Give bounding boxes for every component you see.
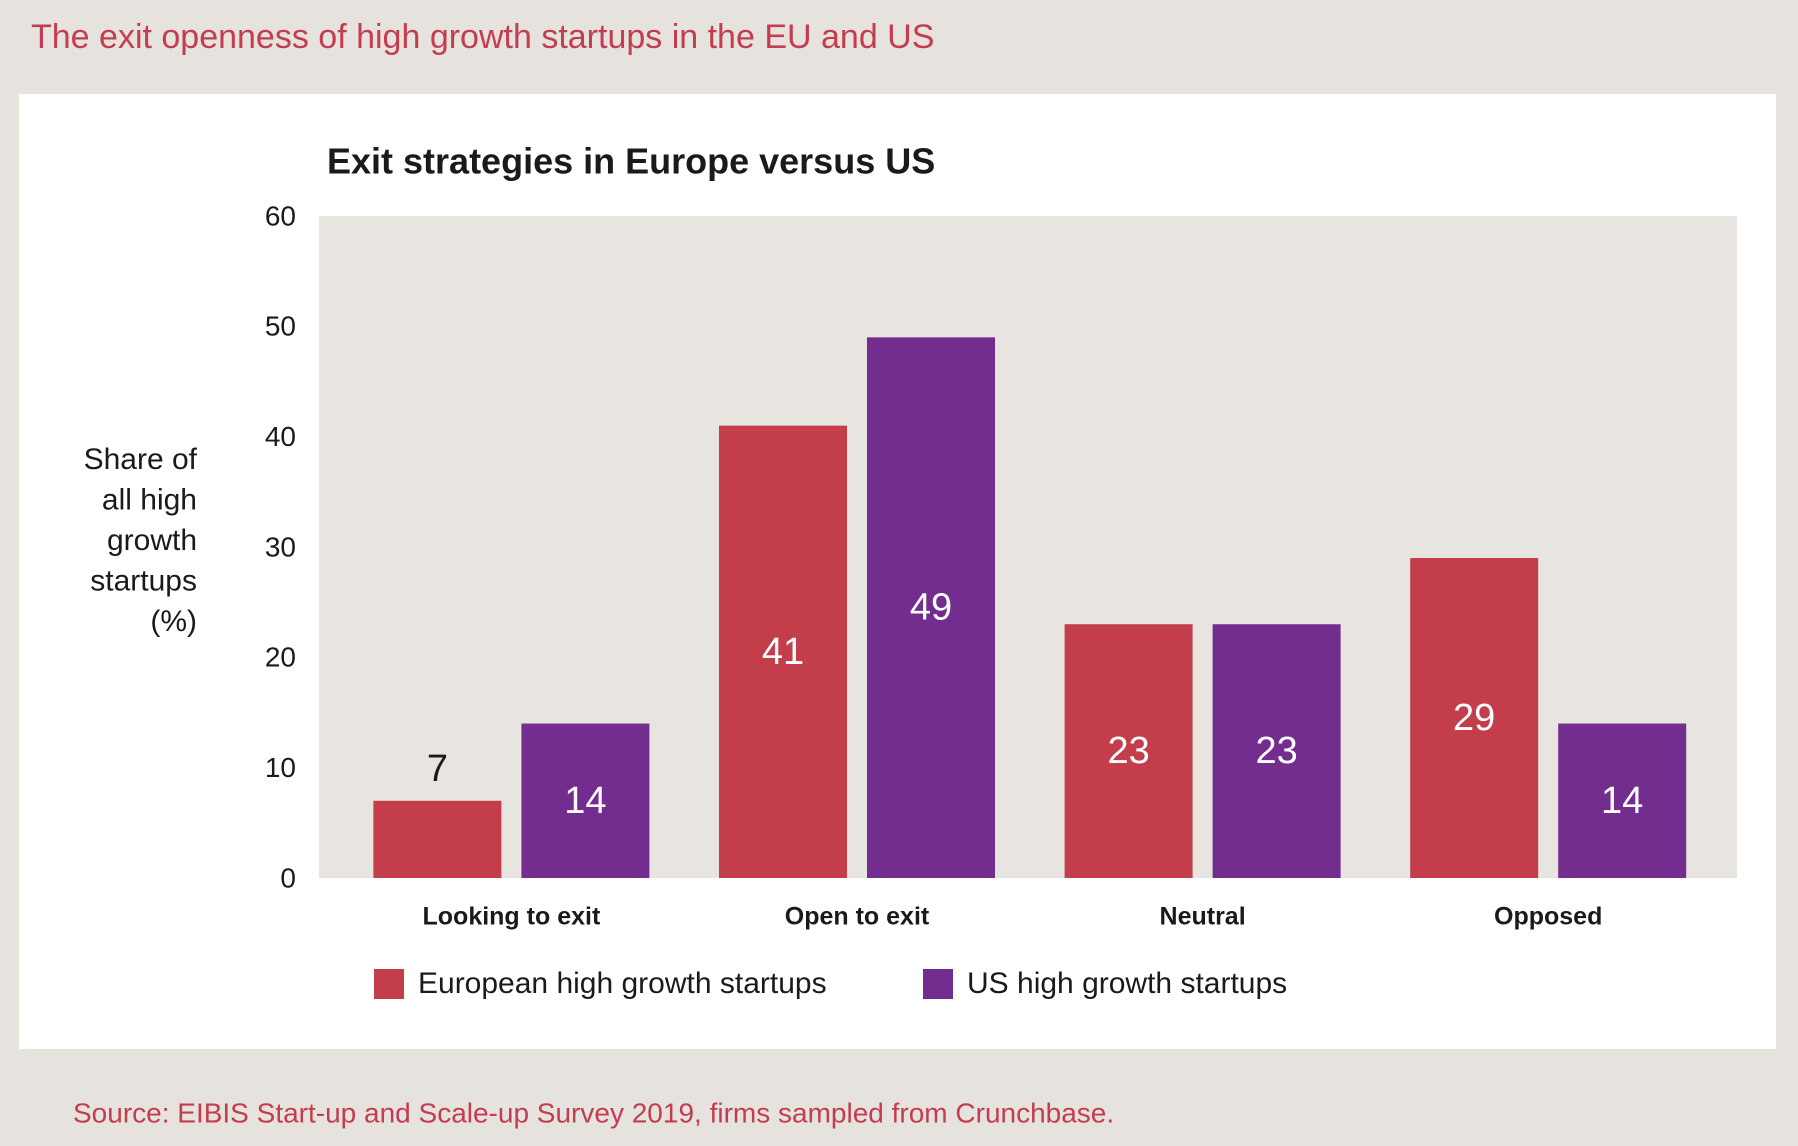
bar bbox=[373, 800, 502, 878]
value-label: 41 bbox=[762, 631, 804, 673]
y-tick-label: 60 bbox=[265, 200, 296, 231]
x-tick-label: Looking to exit bbox=[423, 903, 601, 931]
legend-label: European high growth startups bbox=[418, 967, 827, 1000]
y-tick-label: 50 bbox=[265, 311, 296, 342]
y-tick-label: 10 bbox=[265, 752, 296, 783]
y-tick-label: 20 bbox=[265, 642, 296, 673]
y-tick-label: 30 bbox=[265, 531, 296, 562]
chart-title: Exit strategies in Europe versus US bbox=[327, 141, 935, 182]
value-label: 29 bbox=[1453, 697, 1495, 739]
bar bbox=[1064, 624, 1193, 878]
bar bbox=[1212, 624, 1341, 878]
x-tick-label: Neutral bbox=[1160, 903, 1246, 931]
value-label: 14 bbox=[1601, 780, 1643, 822]
page-title: The exit openness of high growth startup… bbox=[31, 18, 934, 56]
bar bbox=[867, 337, 995, 878]
x-tick-label: Open to exit bbox=[785, 903, 930, 931]
x-tick-label: Opposed bbox=[1494, 903, 1602, 931]
bar bbox=[521, 723, 650, 878]
value-label: 23 bbox=[1107, 730, 1149, 772]
bar bbox=[719, 425, 847, 878]
source-note: Source: EIBIS Start-up and Scale-up Surv… bbox=[73, 1097, 1114, 1128]
value-label: 14 bbox=[564, 780, 606, 822]
value-label: 23 bbox=[1255, 730, 1297, 772]
y-axis-label: Share of all high growth startups (%) bbox=[84, 443, 198, 638]
legend-swatch bbox=[923, 969, 953, 999]
y-tick-label: 0 bbox=[280, 862, 296, 893]
bar bbox=[1558, 723, 1687, 878]
bar bbox=[1410, 558, 1539, 878]
value-label: 49 bbox=[910, 587, 952, 629]
legend-label: US high growth startups bbox=[967, 967, 1287, 1000]
legend-swatch bbox=[374, 969, 404, 999]
y-tick-label: 40 bbox=[265, 421, 296, 452]
value-label: 7 bbox=[427, 748, 448, 790]
